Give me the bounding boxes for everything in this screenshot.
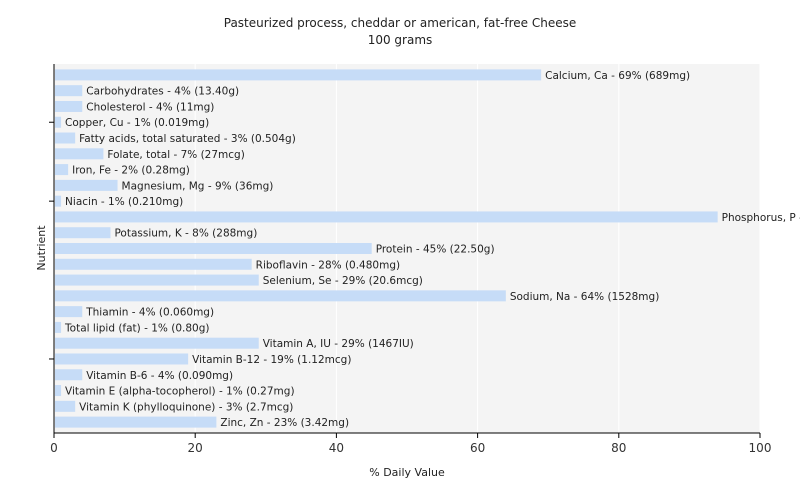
x-tick-label: 80 xyxy=(611,441,626,455)
bar xyxy=(55,385,62,397)
bar xyxy=(55,69,542,81)
bar-label: Calcium, Ca - 69% (689mg) xyxy=(545,70,690,82)
chart-title: Pasteurized process, cheddar or american… xyxy=(224,16,576,30)
bar xyxy=(55,85,83,97)
bar-labels-group: Calcium, Ca - 69% (689mg) Carbohydrates -… xyxy=(64,70,800,429)
bar-label: Vitamin E (alpha-tocopherol) - 1% (0.27m… xyxy=(65,386,295,398)
bar xyxy=(55,148,104,160)
bar xyxy=(55,274,259,286)
bar xyxy=(55,132,76,144)
bar-label: Magnesium, Mg - 9% (36mg) xyxy=(122,180,274,192)
bar xyxy=(55,164,69,176)
bar xyxy=(55,195,62,207)
x-tick-label: 40 xyxy=(329,441,344,455)
bar-label: Vitamin A, IU - 29% (1467IU) xyxy=(263,338,414,350)
bar xyxy=(55,416,217,428)
bar-label: Total lipid (fat) - 1% (0.80g) xyxy=(64,322,209,334)
bar xyxy=(55,258,252,270)
bar-label: Selenium, Se - 29% (20.6mcg) xyxy=(263,275,423,287)
bar xyxy=(55,211,718,223)
bar-label: Fatty acids, total saturated - 3% (0.504… xyxy=(79,133,296,145)
bar-label: Phosphorus, P - 94% (936mg) xyxy=(722,212,800,224)
bar-label: Vitamin K (phylloquinone) - 3% (2.7mcg) xyxy=(79,401,293,413)
bar xyxy=(55,227,111,239)
bar xyxy=(55,179,118,191)
x-axis-title: % Daily Value xyxy=(369,466,445,479)
bars-group xyxy=(55,69,718,428)
x-tick-label: 100 xyxy=(749,441,772,455)
bar-label: Protein - 45% (22.50g) xyxy=(376,244,495,256)
bar xyxy=(55,116,62,128)
bar xyxy=(55,100,83,112)
x-tick-label: 60 xyxy=(470,441,485,455)
bar-label: Thiamin - 4% (0.060mg) xyxy=(85,307,214,319)
bar-label: Carbohydrates - 4% (13.40g) xyxy=(86,86,239,98)
bar xyxy=(55,306,83,318)
bar xyxy=(55,321,62,333)
x-tick-label: 0 xyxy=(50,441,58,455)
chart-subtitle: 100 grams xyxy=(368,33,433,47)
bar-label: Zinc, Zn - 23% (3.42mg) xyxy=(220,417,349,429)
y-axis-title: Nutrient xyxy=(35,225,48,271)
bar xyxy=(55,369,83,381)
bar-label: Vitamin B-12 - 19% (1.12mcg) xyxy=(192,354,351,366)
bar xyxy=(55,290,506,302)
x-tick-label: 20 xyxy=(188,441,203,455)
bar-label: Cholesterol - 4% (11mg) xyxy=(86,101,214,113)
bar xyxy=(55,243,372,254)
bar-label: Copper, Cu - 1% (0.019mg) xyxy=(65,117,209,129)
bar xyxy=(55,337,259,349)
axes-group: 0 20 40 60 80 100 xyxy=(49,64,771,455)
bar-label: Potassium, K - 8% (288mg) xyxy=(114,228,257,240)
bar-label: Vitamin B-6 - 4% (0.090mg) xyxy=(86,370,233,382)
bar-label: Iron, Fe - 2% (0.28mg) xyxy=(72,165,190,177)
bar xyxy=(55,353,189,365)
bar-label: Niacin - 1% (0.210mg) xyxy=(65,196,183,208)
bar xyxy=(55,400,76,412)
bar-label: Sodium, Na - 64% (1528mg) xyxy=(510,291,659,303)
bar-label: Folate, total - 7% (27mcg) xyxy=(107,149,244,161)
bar-label: Riboflavin - 28% (0.480mg) xyxy=(256,259,400,271)
